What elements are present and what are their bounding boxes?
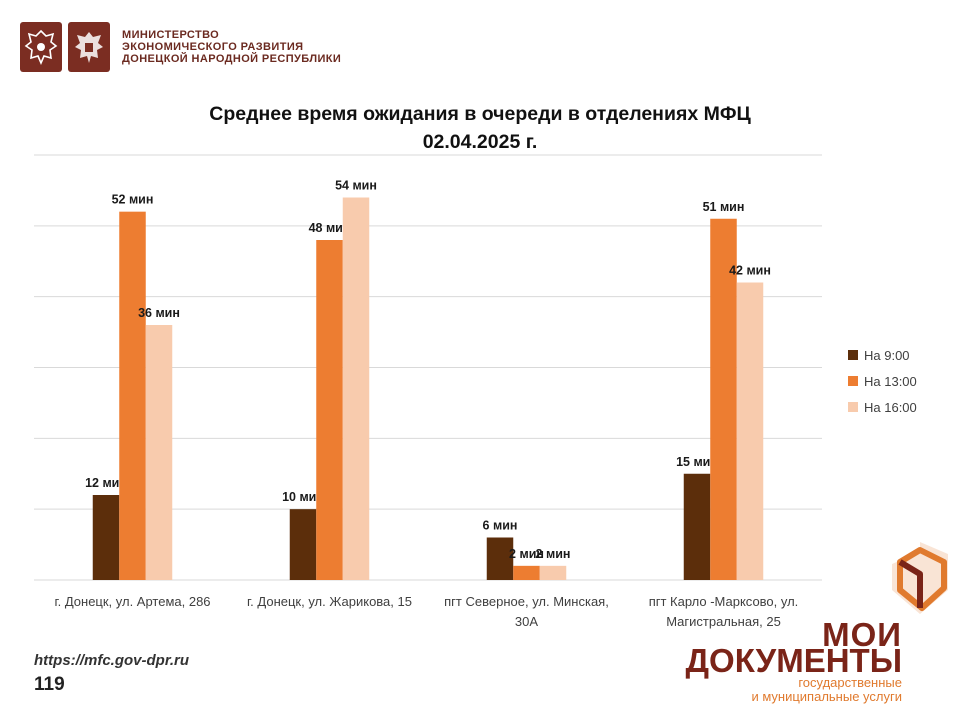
data-label: 54 мин [335,179,377,193]
legend-swatch-13 [848,376,858,386]
bar [342,197,370,580]
russia-emblem-icon [20,22,62,72]
bar [316,240,343,580]
chart-title: Среднее время ожидания в очереди в отдел… [160,100,800,156]
bar [539,565,567,580]
data-label: 2 мин [509,547,544,561]
dpr-emblem-icon [68,22,110,72]
legend-item-13: На 13:00 [848,368,917,394]
category-label: 30А [515,614,538,629]
data-label: 2 мин [536,547,571,561]
legend-label-16: На 16:00 [864,399,917,415]
data-label: 36 мин [138,306,180,320]
brand-line-2: ДОКУМЕНТЫ [685,642,902,679]
chart-title-line-1: Среднее время ожидания в очереди в отдел… [209,103,751,125]
ministry-line-1: МИНИСТЕРСТВО [122,29,220,41]
website-url: https://mfc.gov-dpr.ru [34,652,189,669]
bar [683,473,711,580]
data-label: 52 мин [112,193,154,207]
legend-item-16: На 16:00 [848,394,917,420]
data-label: 48 мин [309,221,351,235]
category-label: пгт Карло -Марксово, ул. [649,594,799,609]
moi-dokumenty-brand: МОИ ДОКУМЕНТЫ государственные и муниципа… [686,540,948,710]
data-label: 12 мин [85,476,127,490]
ministry-name: МИНИСТЕРСТВО ЭКОНОМИЧЕСКОГО РАЗВИТИЯ ДОН… [122,29,341,65]
legend-label-9: На 9:00 [864,347,910,363]
data-label: 51 мин [703,200,745,214]
legend-swatch-16 [848,402,858,412]
ministry-header: МИНИСТЕРСТВО ЭКОНОМИЧЕСКОГО РАЗВИТИЯ ДОН… [20,22,341,72]
category-label: г. Донецк, ул. Артема, 286 [54,594,210,609]
bar [736,282,764,580]
bar [92,495,120,580]
ministry-line-2: ЭКОНОМИЧЕСКОГО РАЗВИТИЯ [122,41,304,53]
legend-label-13: На 13:00 [864,373,917,389]
bar [119,211,146,580]
brand-line-1: МОИ [822,616,902,653]
bar [486,537,514,580]
brand-subtitle-1: государственные [798,675,902,690]
chart-legend: На 9:00 На 13:00 На 16:00 [848,342,917,420]
category-label: г. Донецк, ул. Жарикова, 15 [247,594,412,609]
legend-swatch-9 [848,350,858,360]
data-label: 10 мин [282,490,324,504]
page-number: 119 [34,674,65,695]
category-label: пгт Северное, ул. Минская, [444,594,609,609]
bar [289,509,317,580]
chart-title-line-2: 02.04.2025 г. [422,131,538,153]
bar [710,218,737,580]
ministry-line-3: ДОНЕЦКОЙ НАРОДНОЙ РЕСПУБЛИКИ [122,53,342,65]
category-label: Магистральная, 25 [666,614,781,629]
bar [513,565,540,580]
data-label: 15 мин [676,455,718,469]
moi-dokumenty-logo-icon [892,542,948,614]
legend-item-9: На 9:00 [848,342,917,368]
bar [145,325,173,580]
data-label: 6 мин [483,519,518,533]
brand-subtitle-2: и муниципальные услуги [751,689,902,704]
data-label: 42 мин [729,264,771,278]
